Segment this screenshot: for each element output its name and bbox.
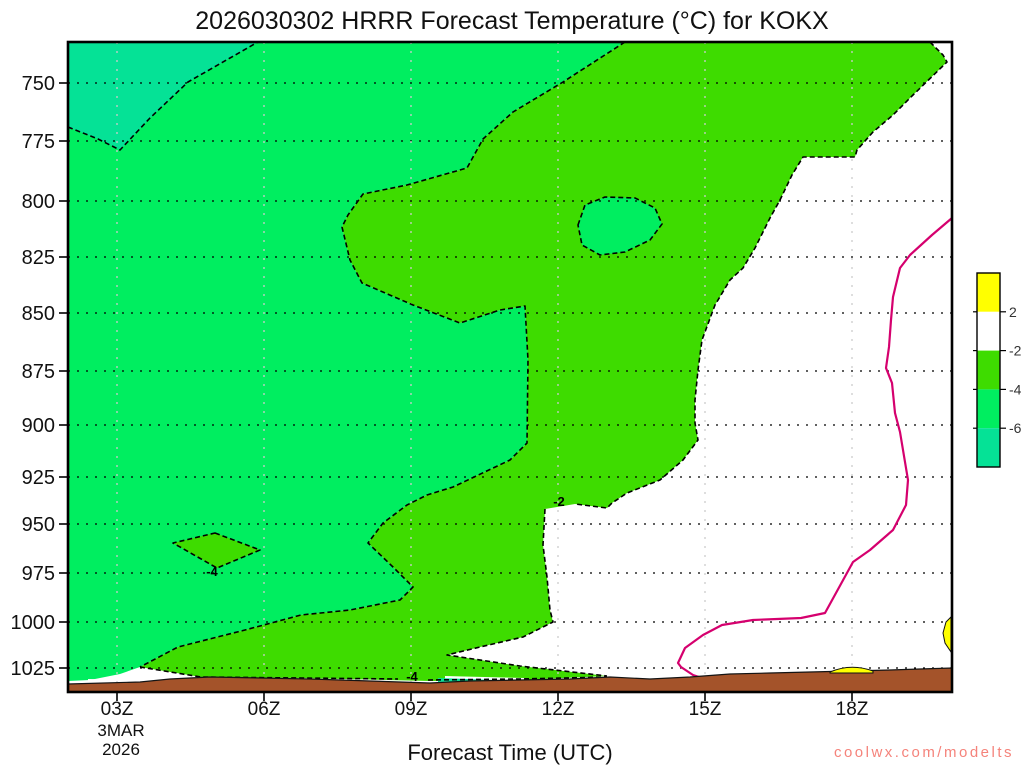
contour-label-1--4: -4 — [206, 564, 218, 579]
y-tick-label-850: 850 — [22, 303, 55, 325]
y-tick-label-900: 900 — [22, 415, 55, 437]
minus4-contour-main — [139, 41, 626, 668]
region-band-minus4-to-minus2 — [140, 42, 947, 681]
zero-isotherm — [676, 217, 953, 681]
contour-label-2--4: -4 — [406, 669, 418, 684]
colorbar-segment-above-2C — [977, 273, 1000, 312]
colorbar-segment-minus2-to-2C — [977, 311, 1000, 351]
y-tick-label-975: 975 — [22, 563, 55, 585]
x-tick-label-03Z: 03Z — [101, 699, 134, 720]
start-date-day: 3MAR — [97, 721, 145, 740]
region-cold-pocket-810hpa — [578, 197, 662, 255]
plot-border — [66, 40, 954, 694]
colorbar-label--2: -2 — [1009, 343, 1022, 359]
surface-warm-spot — [829, 666, 874, 674]
x-tick-label-12Z: 12Z — [542, 699, 575, 720]
colorbar-border — [976, 272, 1001, 468]
minus4-warm-pocket-contour — [172, 532, 261, 569]
colorbar-segment-below-minus6C — [977, 428, 1000, 467]
region-white-corner-topright — [930, 42, 952, 78]
y-tick-label-1000: 1000 — [11, 612, 56, 634]
chart-title: 2026030302 HRRR Forecast Temperature (°C… — [195, 7, 829, 35]
y-tick-label-775: 775 — [22, 131, 55, 153]
y-tick-label-825: 825 — [22, 247, 55, 269]
minus4-contour-surface — [139, 666, 608, 681]
y-tick-label-950: 950 — [22, 514, 55, 536]
terrain — [67, 667, 953, 693]
region-band-minus6-to-minus4 — [68, 42, 625, 681]
x-tick-label-09Z: 09Z — [395, 699, 428, 720]
minus6-contour — [67, 41, 259, 151]
start-date-year: 2026 — [102, 740, 140, 759]
y-tick-label-750: 750 — [22, 73, 55, 95]
colorbar-label-2: 2 — [1009, 304, 1017, 320]
minus4-cold-pocket-contour — [577, 196, 663, 256]
x-axis-title: Forecast Time (UTC) — [407, 740, 613, 765]
contour-label-0--2: -2 — [553, 494, 565, 509]
colorbar-segment-minus4-to-minus2C — [977, 350, 1000, 390]
y-tick-label-875: 875 — [22, 361, 55, 383]
watermark-link[interactable]: coolwx.com/modelts — [833, 744, 1014, 761]
y-tick-label-925: 925 — [22, 467, 55, 489]
y-tick-label-800: 800 — [22, 191, 55, 213]
y-tick-label-1025: 1025 — [11, 658, 56, 680]
region-warm-pocket-diamond — [173, 533, 260, 568]
colorbar-label--6: -6 — [1009, 420, 1022, 436]
colorbar-segment-minus6-to-minus4C — [977, 389, 1000, 429]
x-tick-label-06Z: 06Z — [248, 699, 281, 720]
x-tick-label-15Z: 15Z — [689, 699, 722, 720]
x-tick-label-18Z: 18Z — [836, 699, 869, 720]
minus2-contour-main — [446, 41, 948, 677]
start-date-label: 3MAR 2026 — [90, 721, 152, 759]
colorbar-label--4: -4 — [1009, 381, 1022, 397]
